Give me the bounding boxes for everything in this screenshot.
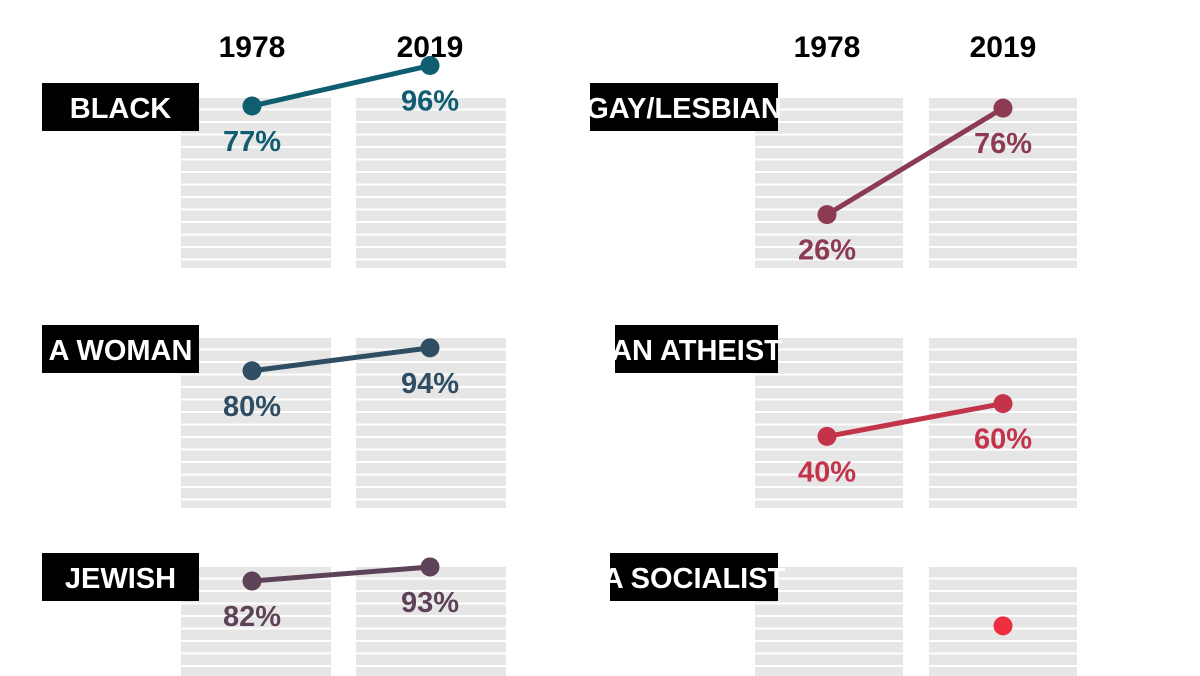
data-label-1978: 77%: [223, 126, 281, 158]
category-label: A SOCIALIST: [603, 563, 786, 595]
data-point-2019: [994, 394, 1013, 413]
data-label-2019: 96%: [401, 86, 459, 118]
data-point-1978: [243, 572, 262, 591]
year-header-left-1978: 1978: [219, 31, 286, 64]
data-point-1978: [243, 96, 262, 115]
data-label-2019: 94%: [401, 368, 459, 400]
data-point-1978: [818, 205, 837, 224]
data-label-2019: 60%: [974, 424, 1032, 456]
data-point-2019: [994, 616, 1013, 635]
data-point-2019: [421, 557, 440, 576]
data-point-2019: [994, 99, 1013, 118]
panel-gay-lesbian: GAY/LESBIAN 26% 76%: [586, 83, 1077, 268]
panel-an-atheist: AN ATHEIST 40% 60%: [611, 325, 1077, 508]
category-label: A WOMAN: [49, 335, 193, 367]
data-label-1978: 26%: [798, 235, 856, 267]
data-label-1978: 40%: [798, 456, 856, 488]
year-header-right-2019: 2019: [970, 31, 1037, 64]
data-label-2019: 93%: [401, 587, 459, 619]
data-label-1978: 80%: [223, 391, 281, 423]
year-header-right-1978: 1978: [794, 31, 861, 64]
panel-black: BLACK 77% 96%: [42, 56, 506, 268]
category-label: GAY/LESBIAN: [586, 93, 782, 125]
panel-a-socialist: A SOCIALIST: [603, 553, 1077, 676]
panel-a-woman: A WOMAN 80% 94%: [42, 325, 506, 508]
panel-jewish: JEWISH 82% 93%: [42, 553, 506, 676]
data-point-1978: [243, 361, 262, 380]
data-label-2019: 76%: [974, 128, 1032, 160]
category-label: BLACK: [70, 93, 172, 125]
category-label: AN ATHEIST: [611, 335, 782, 367]
data-point-2019: [421, 338, 440, 357]
data-point-2019: [421, 56, 440, 75]
data-label-1978: 82%: [223, 601, 281, 633]
data-point-1978: [818, 427, 837, 446]
category-label: JEWISH: [65, 563, 176, 595]
column-bg-2019: [356, 565, 506, 676]
